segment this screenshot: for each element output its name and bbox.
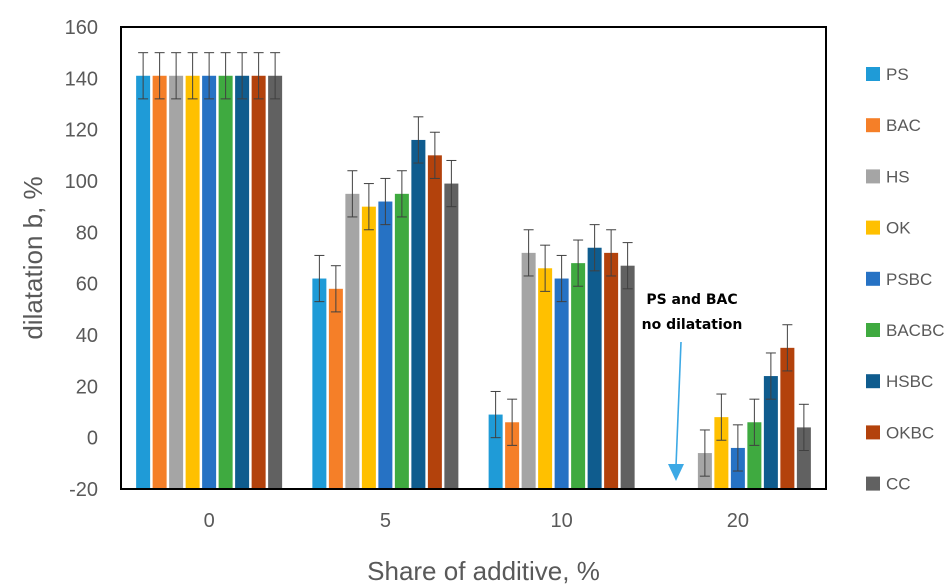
legend-swatch-cc <box>866 476 880 491</box>
y-tick-labels: -20 0 20 40 60 80 100 120 140 160 <box>65 17 98 501</box>
y-tick-label: 60 <box>76 274 98 296</box>
bar-ok-5 <box>361 206 376 489</box>
y-tick-label: 40 <box>76 325 98 347</box>
x-tick-label: 10 <box>551 510 573 532</box>
legend-label-okbc: OKBC <box>886 423 934 442</box>
bar-bac-0 <box>152 75 167 490</box>
bar-hsbc-5 <box>411 139 426 489</box>
y-tick-label: 0 <box>87 428 98 450</box>
bar-bacbc-0 <box>218 75 233 490</box>
bar-bac-10 <box>505 422 520 489</box>
legend-swatch-ps <box>866 67 880 81</box>
bar-hsbc-20 <box>763 376 778 489</box>
bar-okbc-5 <box>427 155 442 490</box>
bar-ps-0 <box>136 75 151 490</box>
bar-bacbc-10 <box>571 263 586 489</box>
bar-ps-10 <box>488 414 503 489</box>
bar-hs-0 <box>169 75 184 490</box>
annotation-arrow <box>675 341 682 467</box>
legend-label-hsbc: HSBC <box>886 372 933 391</box>
legend-label-cc: CC <box>886 475 911 494</box>
legend-label-psbc: PSBC <box>886 270 932 289</box>
bars <box>136 75 811 490</box>
bar-hs-5 <box>345 193 360 490</box>
bar-okbc-10 <box>604 252 619 489</box>
annotation-line-2: no dilatation <box>642 317 743 333</box>
bar-psbc-0 <box>202 75 217 490</box>
legend-label-bac: BAC <box>886 116 921 135</box>
bar-ok-0 <box>185 75 200 490</box>
bar-ps-5 <box>312 278 327 489</box>
y-tick-label: 120 <box>65 120 98 142</box>
legend-label-bacbc: BACBC <box>886 321 945 340</box>
x-tick-label: 20 <box>727 510 749 532</box>
legend-swatch-hs <box>866 169 880 184</box>
bar-okbc-20 <box>780 347 795 489</box>
x-tick-label: 0 <box>204 510 215 532</box>
x-axis-title: Share of additive, % <box>367 556 600 585</box>
bar-cc-10 <box>620 265 635 489</box>
x-tick-labels: 0 5 10 20 <box>204 510 749 532</box>
y-tick-label: 80 <box>76 222 98 244</box>
bar-bacbc-20 <box>747 422 762 489</box>
legend-swatch-hsbc <box>866 374 880 389</box>
y-tick-label: 100 <box>65 171 98 193</box>
bar-cc-0 <box>268 75 283 490</box>
legend-swatch-okbc <box>866 425 880 440</box>
plot-frame <box>120 26 827 490</box>
y-tick-label: 20 <box>76 376 98 398</box>
x-tick-label: 5 <box>380 510 391 532</box>
legend-swatch-psbc <box>866 271 880 286</box>
bar-psbc-10 <box>554 278 569 489</box>
y-tick-label: -20 <box>69 479 98 501</box>
legend-swatch-bac <box>866 118 880 133</box>
legend: PS BAC HS OK PSBC BACBC HSBC OKBC CC <box>866 65 945 494</box>
bar-bac-5 <box>328 288 343 489</box>
bar-cc-20 <box>796 427 811 489</box>
legend-label-ok: OK <box>886 219 911 238</box>
annotation-arrow-head <box>668 464 684 481</box>
legend-swatch-bacbc <box>866 323 880 337</box>
error-bars <box>138 52 809 477</box>
legend-label-ps: PS <box>886 65 909 84</box>
bar-ok-10 <box>538 268 553 489</box>
bar-hs-10 <box>521 252 536 489</box>
bar-hsbc-10 <box>587 247 602 489</box>
bar-ok-20 <box>714 417 729 489</box>
legend-swatch-ok <box>866 220 880 235</box>
y-axis-title: dilatation b, % <box>18 176 48 339</box>
legend-label-hs: HS <box>886 167 910 186</box>
y-tick-label: 160 <box>65 17 98 39</box>
annotation: PS and BAC no dilatation <box>642 292 743 481</box>
bar-bacbc-5 <box>394 193 409 490</box>
bar-psbc-5 <box>378 201 393 490</box>
bar-cc-5 <box>444 183 459 490</box>
bar-okbc-0 <box>251 75 266 490</box>
y-tick-label: 140 <box>65 68 98 90</box>
bar-hsbc-0 <box>235 75 250 490</box>
annotation-line-1: PS and BAC <box>646 292 737 308</box>
